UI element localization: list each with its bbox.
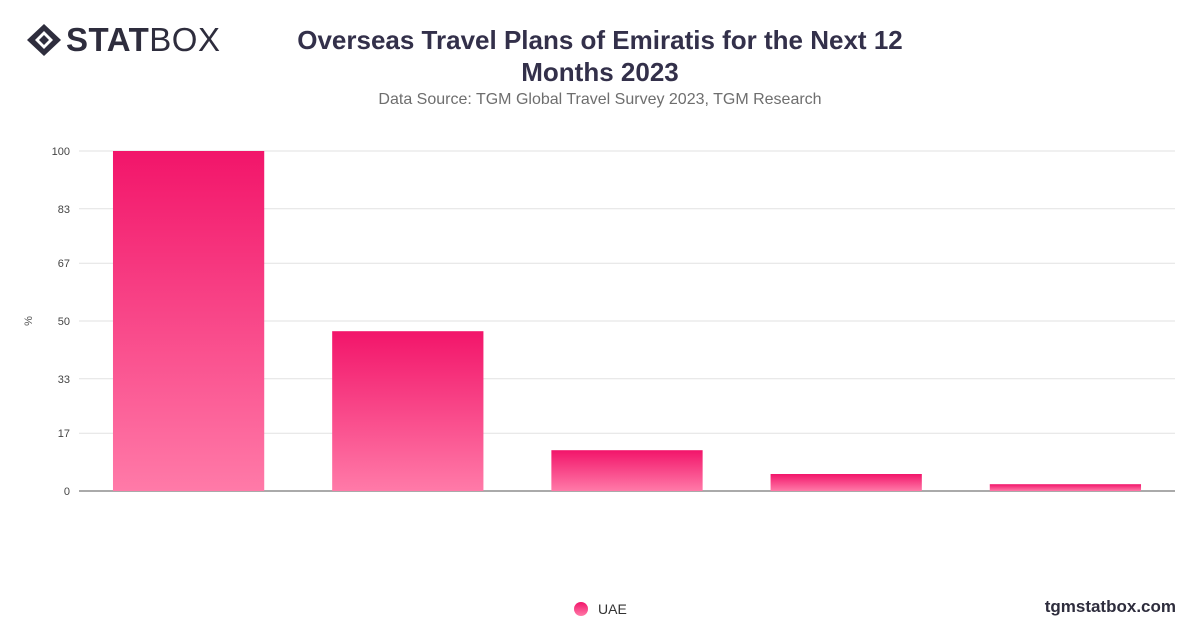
bar[interactable] [770, 474, 922, 491]
legend-swatch-uae [574, 602, 588, 616]
y-axis-label: % [23, 316, 35, 326]
y-tick-label: 33 [58, 374, 70, 386]
legend[interactable]: UAE [574, 601, 627, 617]
y-tick-label: 17 [58, 428, 70, 440]
y-tick-label: 50 [58, 316, 70, 328]
logo-light-text: BOX [149, 21, 221, 58]
logo-bold-text: STAT [66, 21, 150, 58]
y-tick-labels: 0 17 33 50 67 83 100 [52, 146, 70, 498]
bar[interactable] [112, 151, 265, 491]
chart-title: Overseas Travel Plans of Emiratis for th… [297, 25, 903, 87]
logo-wordmark: STATBOX [66, 22, 220, 58]
y-tick-label: 67 [58, 258, 70, 270]
legend-label-uae: UAE [598, 601, 627, 617]
y-tick-label: 100 [52, 146, 70, 158]
site-url[interactable]: tgmstatbox.com [1044, 597, 1176, 616]
diamond-logo-icon [27, 24, 61, 56]
bars [112, 151, 1142, 491]
statbox-logo[interactable]: STATBOX [26, 22, 220, 58]
y-tick-label: 0 [64, 486, 70, 498]
bar[interactable] [989, 484, 1142, 491]
bar[interactable] [332, 331, 484, 491]
y-tick-label: 83 [58, 204, 70, 216]
chart-subtitle: Data Source: TGM Global Travel Survey 20… [378, 91, 822, 108]
bar[interactable] [551, 450, 703, 491]
